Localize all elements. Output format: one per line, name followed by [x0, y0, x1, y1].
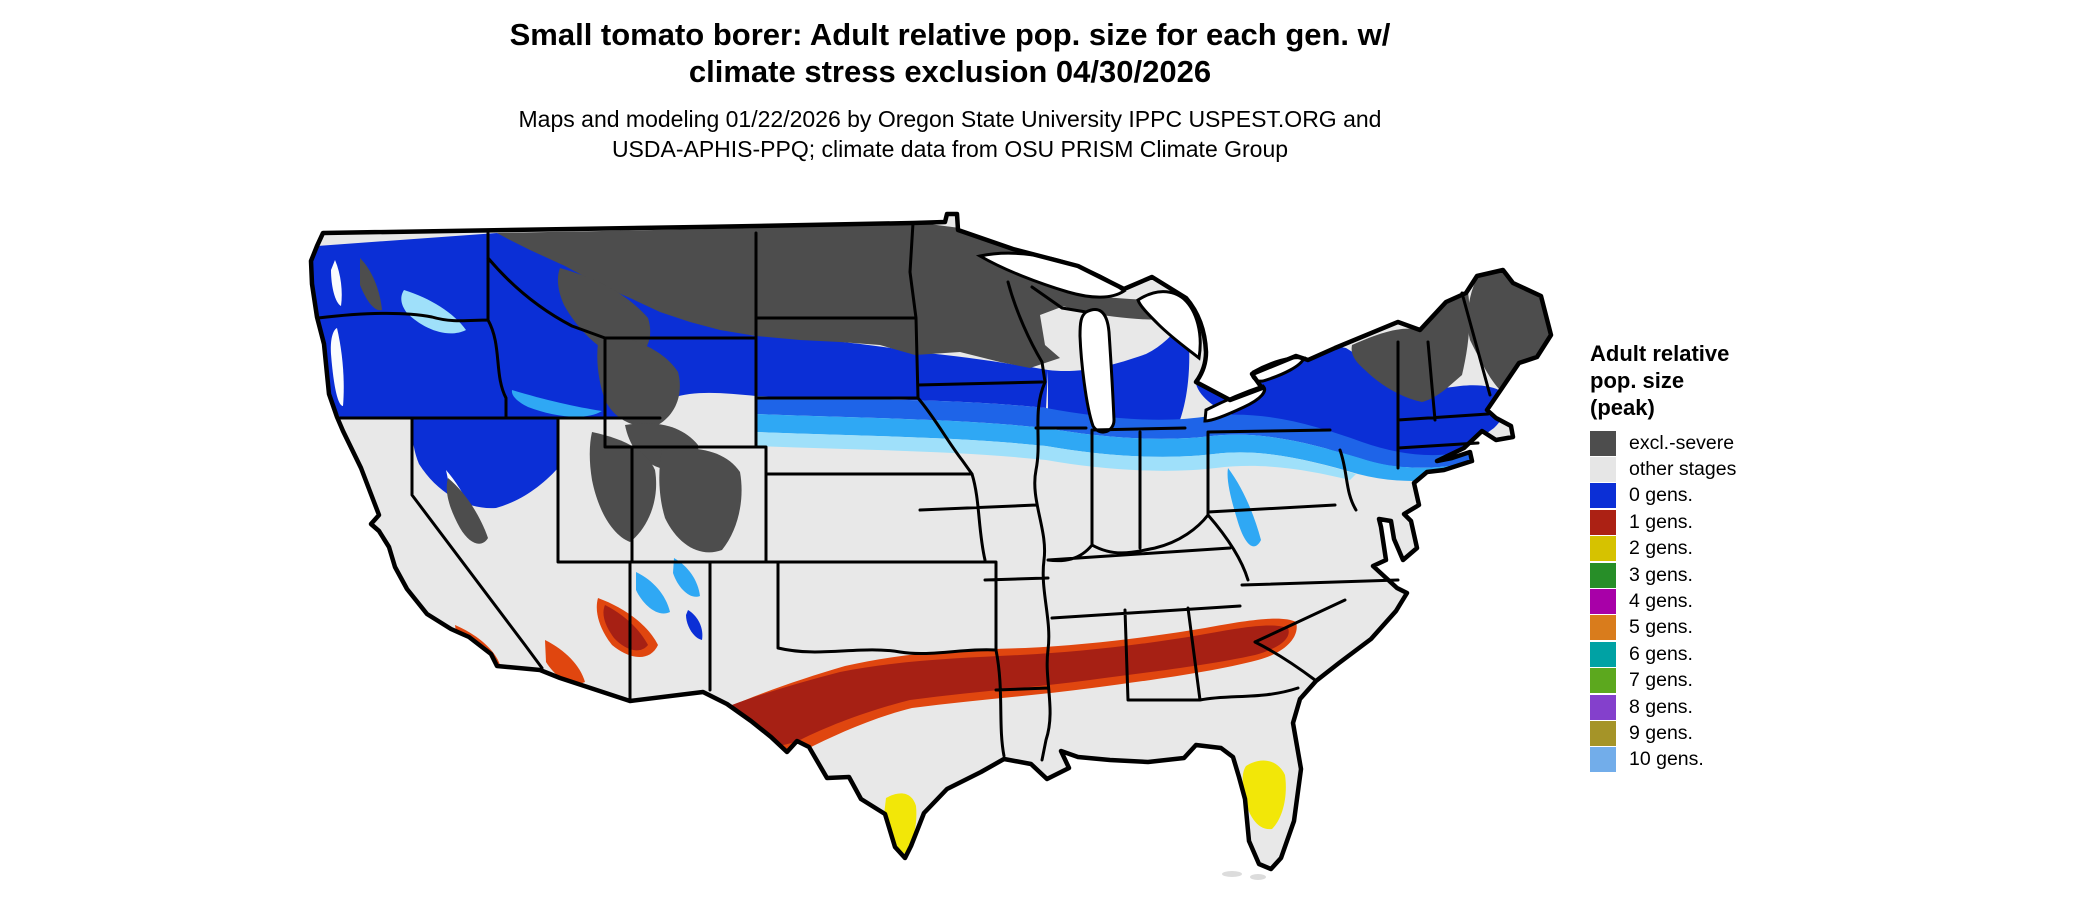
gradient-band-mid: [756, 396, 1486, 468]
legend-swatch-5-gens: [1590, 615, 1616, 641]
legend-row-5-gens: 5 gens.: [1590, 615, 1910, 641]
legend: Adult relative pop. size (peak) excl.-se…: [1590, 340, 1910, 773]
legend-swatch-other-stages: [1590, 457, 1616, 483]
map-title-line2: climate stress exclusion 04/30/2026: [688, 54, 1212, 89]
legend-swatch-7-gens: [1590, 668, 1616, 694]
legend-swatch-6-gens: [1590, 641, 1616, 667]
legend-row-3-gens: 3 gens.: [1590, 562, 1910, 588]
legend-title-line1: Adult relative: [1590, 341, 1730, 366]
legend-swatch-2-gens: [1590, 536, 1616, 562]
two-gens-patches: [884, 760, 1286, 854]
map-subtitle: Maps and modeling 01/22/2026 by Oregon S…: [170, 104, 1730, 164]
legend-label: excl.-severe: [1629, 431, 1735, 454]
legend-swatch-1-gens: [1590, 509, 1616, 535]
header: Small tomato borer: Adult relative pop. …: [170, 16, 1730, 164]
legend-label: 8 gens.: [1629, 695, 1693, 718]
legend-row-1-gens: 1 gens.: [1590, 509, 1910, 535]
legend-label: 1 gens.: [1629, 510, 1693, 533]
legend-swatch-excl-severe: [1590, 430, 1616, 456]
legend-label: 7 gens.: [1629, 669, 1693, 692]
legend-swatch-10-gens: [1590, 747, 1616, 773]
legend-swatch-8-gens: [1590, 694, 1616, 720]
legend-rows: excl.-severe other stages 0 gens. 1 gens…: [1590, 430, 1910, 773]
legend-title-line2: pop. size: [1590, 368, 1685, 393]
legend-label: 6 gens.: [1629, 642, 1693, 665]
legend-swatch-3-gens: [1590, 562, 1616, 588]
legend-swatch-0-gens: [1590, 483, 1616, 509]
legend-row-10-gens: 10 gens.: [1590, 747, 1910, 773]
legend-row-0-gens: 0 gens.: [1590, 483, 1910, 509]
legend-row-other-stages: other stages: [1590, 456, 1910, 483]
legend-row-2-gens: 2 gens.: [1590, 536, 1910, 562]
gradient-band-pale: [401, 290, 1356, 480]
legend-title: Adult relative pop. size (peak): [1590, 340, 1910, 421]
florida-keys: [1222, 871, 1266, 880]
legend-swatch-4-gens: [1590, 589, 1616, 615]
lake-michigan: [1078, 308, 1116, 434]
legend-swatch-9-gens: [1590, 720, 1616, 746]
legend-label: 9 gens.: [1629, 721, 1693, 744]
legend-row-excl-severe: excl.-severe: [1590, 430, 1910, 456]
legend-label: 10 gens.: [1629, 748, 1704, 771]
legend-label: 4 gens.: [1629, 590, 1693, 613]
legend-title-line3: (peak): [1590, 395, 1655, 420]
map-subtitle-line2: USDA-APHIS-PPQ; climate data from OSU PR…: [611, 136, 1289, 162]
legend-row-9-gens: 9 gens.: [1590, 720, 1910, 746]
legend-label: 3 gens.: [1629, 563, 1693, 586]
conus-outline: [308, 211, 1554, 872]
legend-label: 0 gens.: [1629, 484, 1693, 507]
map-title-line1: Small tomato borer: Adult relative pop. …: [509, 17, 1391, 52]
legend-row-7-gens: 7 gens.: [1590, 668, 1910, 694]
legend-row-8-gens: 8 gens.: [1590, 694, 1910, 720]
legend-row-4-gens: 4 gens.: [1590, 588, 1910, 615]
state-borders: [316, 221, 1492, 762]
map-subtitle-line1: Maps and modeling 01/22/2026 by Oregon S…: [518, 106, 1382, 132]
legend-row-6-gens: 6 gens.: [1590, 641, 1910, 667]
legend-label: 2 gens.: [1629, 537, 1693, 560]
lake-huron: [1136, 290, 1202, 361]
legend-label: other stages: [1629, 458, 1737, 481]
legend-label: 5 gens.: [1629, 616, 1693, 639]
